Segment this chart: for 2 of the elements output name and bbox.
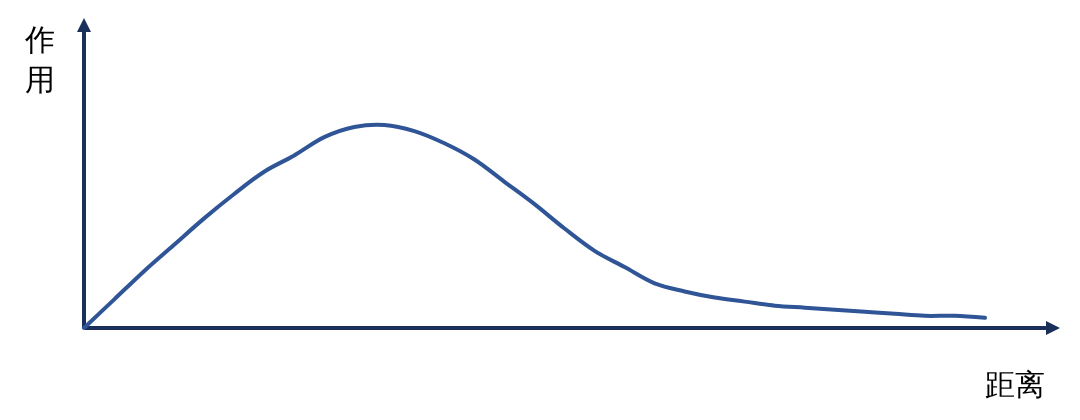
x-axis-title: 距离 xyxy=(985,367,1045,402)
y-axis-title: 作用 xyxy=(24,22,55,97)
